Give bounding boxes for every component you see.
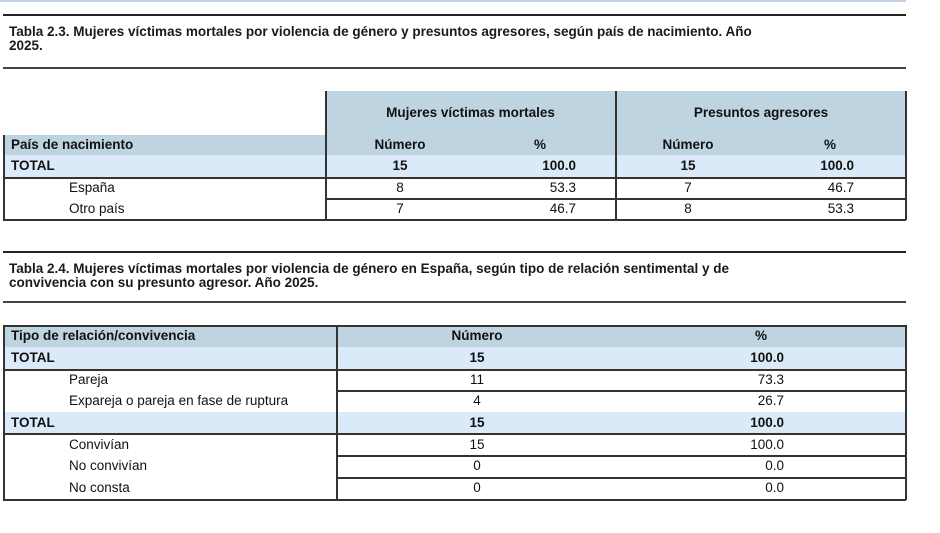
title-rule-top bbox=[3, 14, 906, 16]
total-row-bg bbox=[3, 412, 906, 434]
table-title: Tabla 2.4. Mujeres víctimas mortales por… bbox=[9, 261, 729, 276]
group-header-victims: Mujeres víctimas mortales bbox=[386, 105, 555, 120]
column-header-bg bbox=[3, 325, 906, 347]
title-rule-bottom bbox=[3, 67, 906, 69]
col-header-number: Número bbox=[451, 328, 503, 343]
col-header-aggressors-pct: % bbox=[823, 137, 836, 152]
total-row-bg bbox=[3, 347, 906, 369]
table-title: Tabla 2.3. Mujeres víctimas mortales por… bbox=[9, 24, 752, 39]
col-header-aggressors-number: Número bbox=[662, 137, 714, 152]
col-header-type: Tipo de relación/convivencia bbox=[11, 328, 196, 343]
col-header-pct: % bbox=[754, 328, 767, 343]
column-header-bg bbox=[3, 135, 906, 155]
row-header: País de nacimiento bbox=[11, 137, 134, 152]
table-title-cont: convivencia con su presunto agresor. Año… bbox=[9, 275, 319, 290]
col-header-victims-number: Número bbox=[374, 137, 426, 152]
group-header-aggressors: Presuntos agresores bbox=[693, 105, 829, 120]
total-row-bg bbox=[3, 155, 906, 177]
title-rule-top bbox=[3, 251, 906, 253]
table-title-cont: 2025. bbox=[9, 38, 43, 53]
title-rule-bottom bbox=[3, 301, 906, 303]
page-top-border bbox=[0, 0, 906, 2]
col-header-victims-pct: % bbox=[533, 137, 546, 152]
